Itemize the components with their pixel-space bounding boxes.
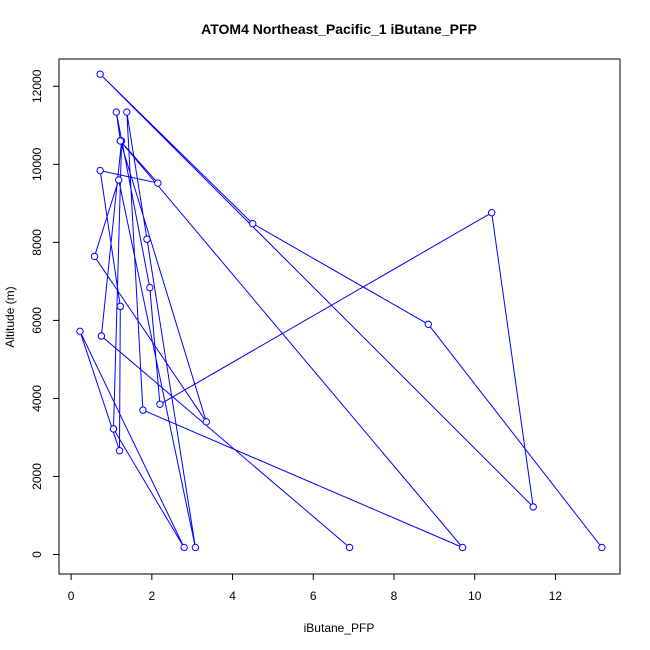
y-tick-label: 10000 (30, 147, 44, 181)
y-tick-label: 6000 (30, 307, 44, 334)
y-tick-label: 2000 (30, 463, 44, 490)
data-point (191, 543, 200, 552)
data-point (96, 166, 104, 175)
data-point (143, 235, 151, 243)
data-point (156, 400, 164, 408)
x-tick-label: 4 (229, 589, 236, 603)
data-point (529, 503, 537, 511)
data-point (424, 320, 432, 329)
series-line (79, 73, 603, 548)
x-tick-label: 6 (310, 589, 317, 603)
data-point (76, 327, 84, 336)
y-tick-label: 8000 (30, 229, 44, 256)
series-layer (76, 70, 606, 552)
data-point (116, 302, 125, 311)
y-axis-label: Altitude (m) (3, 286, 17, 347)
data-point (115, 447, 124, 455)
x-axis: 0 2 4 6 8 10 12 (68, 573, 563, 603)
x-tick-label: 8 (391, 589, 398, 603)
x-tick-label: 10 (468, 589, 482, 603)
x-tick-label: 12 (549, 589, 563, 603)
data-point (109, 425, 118, 433)
x-axis-label: iButane_PFP (304, 621, 375, 635)
chart-title: ATOM4 Northeast_Pacific_1 iButane_PFP (201, 21, 477, 37)
data-point (112, 108, 121, 116)
y-axis: 0 2000 4000 6000 8000 10000 12000 (30, 69, 60, 558)
plot-frame (58, 58, 621, 575)
data-point (116, 137, 125, 145)
data-point (96, 70, 104, 78)
data-point (90, 252, 99, 261)
data-point (598, 543, 606, 552)
y-tick-label: 0 (30, 551, 44, 558)
data-point (154, 179, 162, 187)
data-point (123, 108, 131, 116)
y-tick-label: 12000 (30, 69, 44, 103)
data-point (115, 176, 123, 184)
data-point (97, 332, 106, 340)
data-point (202, 418, 211, 426)
data-point (146, 283, 154, 292)
data-point (458, 543, 467, 552)
y-tick-label: 4000 (30, 385, 44, 412)
x-tick-label: 0 (68, 589, 75, 603)
data-point (487, 209, 496, 217)
data-point (345, 543, 354, 552)
data-point (139, 406, 147, 414)
x-tick-label: 2 (148, 589, 155, 603)
data-point (249, 219, 257, 228)
data-point (180, 543, 188, 552)
